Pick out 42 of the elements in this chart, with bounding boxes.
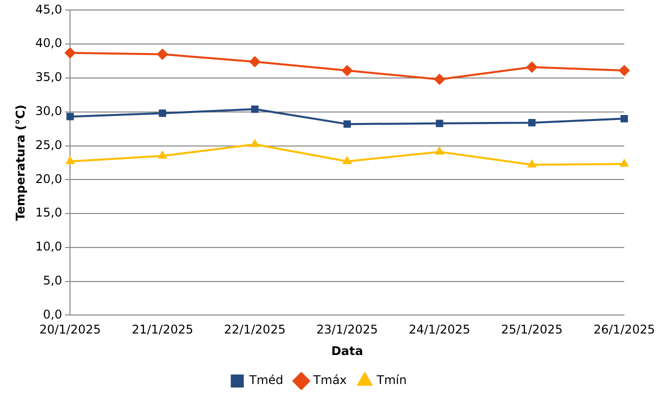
x-tick-label: 26/1/2025 (593, 322, 655, 337)
y-tick-label: 25,0 (35, 138, 62, 152)
legend-label: Tmín (376, 373, 407, 388)
point (528, 119, 536, 126)
point (618, 65, 630, 76)
y-axis-title: Temperatura (°C) (13, 104, 28, 221)
point (436, 120, 444, 128)
point (620, 159, 629, 167)
x-axis-title: Data (331, 344, 364, 358)
point (250, 139, 260, 148)
point (527, 160, 536, 168)
point (343, 120, 351, 128)
point (342, 156, 352, 164)
point (249, 56, 260, 68)
point (342, 65, 353, 76)
y-tick-label: 0,0 (43, 307, 62, 322)
point (251, 105, 259, 113)
point (526, 62, 538, 73)
y-tick-label: 5,0 (43, 273, 62, 288)
point (434, 74, 446, 85)
x-tick-label: 25/1/2025 (501, 322, 563, 337)
point (435, 146, 444, 155)
legend-label: Tmáx (312, 373, 347, 388)
x-tick-label: 23/1/2025 (316, 322, 378, 337)
point (156, 48, 168, 60)
y-tick-label: 30,0 (35, 104, 62, 118)
x-tick-label: 20/1/2025 (39, 322, 101, 337)
y-tick-label: 35,0 (35, 70, 62, 84)
x-tick-label: 22/1/2025 (224, 322, 286, 337)
point (158, 110, 166, 117)
y-tick-label: 10,0 (35, 240, 62, 254)
y-tick-label: 45,0 (35, 2, 62, 16)
y-tick-label: 40,0 (35, 36, 62, 50)
point (158, 150, 167, 159)
point (64, 47, 76, 58)
y-tick-label: 15,0 (35, 206, 62, 220)
point (66, 156, 75, 164)
point (620, 114, 628, 122)
x-tick-label: 24/1/2025 (408, 322, 470, 337)
legend-label: Tméd (248, 373, 284, 388)
x-tick-label: 21/1/2025 (132, 322, 194, 337)
y-tick-label: 20,0 (35, 172, 62, 186)
